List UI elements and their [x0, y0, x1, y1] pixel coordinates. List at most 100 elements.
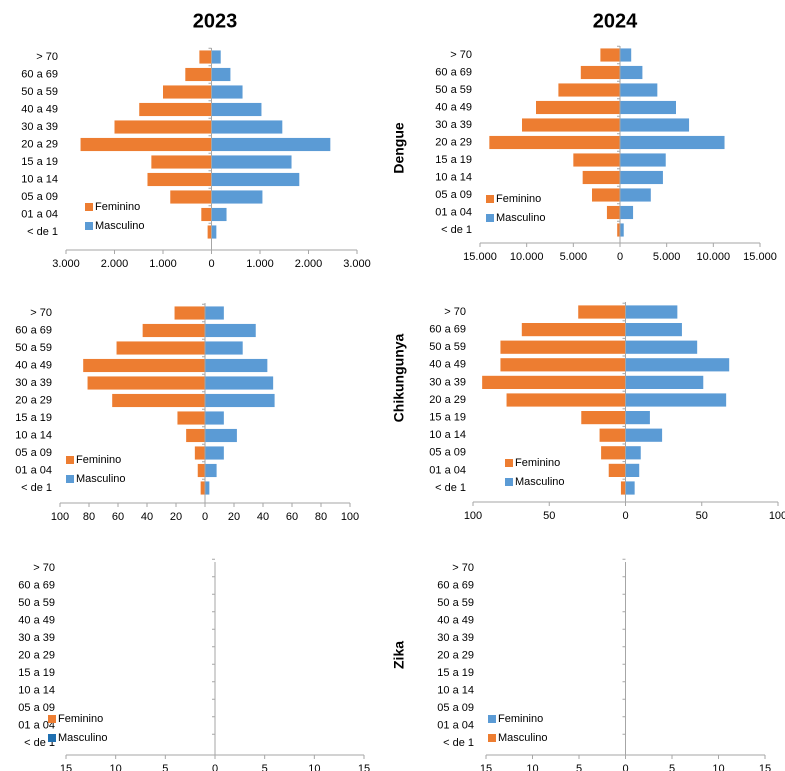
x-tick-label: 1.000 — [246, 258, 274, 270]
legend-swatch — [505, 478, 513, 486]
category-label: 10 a 14 — [429, 429, 466, 441]
x-tick-label: 10 — [712, 763, 724, 771]
bar — [521, 323, 626, 337]
x-tick-label: 5 — [162, 763, 168, 771]
x-tick-label: 40 — [257, 511, 269, 523]
x-tick-label: 2.000 — [101, 258, 129, 270]
category-label: 20 a 29 — [429, 394, 466, 406]
x-tick-label: 10.000 — [697, 251, 731, 263]
bar — [620, 188, 651, 202]
legend-label: Masculino — [76, 473, 126, 485]
category-label: 01 a 04 — [21, 208, 58, 220]
bar — [592, 188, 620, 202]
bar — [600, 48, 620, 62]
category-label: 50 a 59 — [429, 341, 466, 353]
bar — [506, 393, 626, 407]
x-tick-label: 3.000 — [52, 258, 80, 270]
bar — [620, 83, 658, 97]
bar — [211, 172, 300, 187]
category-label: 30 a 39 — [18, 632, 55, 644]
x-tick-label: 5 — [262, 763, 268, 771]
x-tick-label: 10.000 — [510, 251, 544, 263]
legend-swatch — [66, 456, 74, 464]
bar — [522, 118, 620, 132]
category-label: 01 a 04 — [437, 719, 474, 731]
category-label: 40 a 49 — [437, 614, 474, 626]
bar — [620, 153, 666, 167]
bar — [151, 155, 212, 169]
bar — [205, 341, 243, 355]
bar — [625, 393, 727, 407]
x-tick-label: 15.000 — [463, 251, 497, 263]
x-tick-label: 10 — [526, 763, 538, 771]
column-title: 2023 — [193, 10, 238, 32]
bar — [620, 48, 632, 62]
x-tick-label: 15.000 — [743, 251, 777, 263]
category-label: 30 a 39 — [435, 119, 472, 131]
x-tick-label: 15 — [759, 763, 771, 771]
row-title: Zika — [391, 641, 407, 669]
bar — [174, 306, 205, 320]
category-label: < de 1 — [441, 224, 472, 236]
category-label: 05 a 09 — [21, 191, 58, 203]
category-label: 15 a 19 — [15, 412, 52, 424]
category-label: > 70 — [444, 306, 466, 318]
x-tick-label: 100 — [769, 510, 785, 522]
bar — [163, 85, 212, 99]
legend-label: Masculino — [58, 732, 108, 744]
bar — [211, 120, 283, 134]
category-label: 15 a 19 — [18, 667, 55, 679]
bar — [620, 223, 624, 237]
category-label: 40 a 49 — [429, 359, 466, 371]
x-tick-label: 50 — [543, 510, 555, 522]
bar — [205, 481, 210, 495]
bar — [205, 358, 268, 373]
bar — [625, 305, 678, 319]
bar — [205, 393, 275, 408]
bar — [139, 102, 212, 117]
x-tick-label: 40 — [141, 511, 153, 523]
bar — [606, 205, 620, 220]
legend-swatch — [48, 715, 56, 723]
x-tick-label: 10 — [308, 763, 320, 771]
category-label: 20 a 29 — [21, 138, 58, 150]
category-label: 30 a 39 — [429, 376, 466, 388]
x-tick-label: 0 — [617, 251, 623, 263]
x-tick-label: 5.000 — [560, 251, 588, 263]
x-tick-label: 20 — [170, 511, 182, 523]
bar — [211, 67, 231, 82]
category-label: 20 a 29 — [437, 649, 474, 661]
bar — [170, 190, 212, 204]
x-tick-label: 100 — [464, 510, 482, 522]
bar — [211, 102, 262, 117]
category-label: 15 a 19 — [21, 156, 58, 168]
x-tick-label: 15 — [60, 763, 72, 771]
bar — [620, 118, 690, 132]
bar — [625, 358, 730, 372]
bar — [211, 50, 221, 64]
legend-swatch — [66, 475, 74, 483]
category-label: 15 a 19 — [437, 667, 474, 679]
bar — [116, 341, 205, 355]
bar — [620, 65, 643, 80]
category-label: 05 a 09 — [18, 702, 55, 714]
bar — [625, 323, 682, 337]
x-tick-label: 10 — [110, 763, 122, 771]
bar — [482, 375, 626, 389]
category-label: 60 a 69 — [429, 324, 466, 336]
x-tick-label: 0 — [202, 511, 208, 523]
bar — [625, 340, 698, 354]
x-tick-label: 20 — [228, 511, 240, 523]
category-label: 50 a 59 — [437, 597, 474, 609]
x-tick-label: 0 — [622, 763, 628, 771]
category-label: 40 a 49 — [435, 101, 472, 113]
category-label: 20 a 29 — [15, 394, 52, 406]
x-tick-label: 50 — [696, 510, 708, 522]
bar — [625, 446, 641, 460]
x-tick-label: 80 — [83, 511, 95, 523]
x-tick-label: 3.000 — [343, 258, 371, 270]
bar — [500, 358, 626, 372]
category-label: 01 a 04 — [15, 464, 52, 476]
category-label: 60 a 69 — [435, 66, 472, 78]
